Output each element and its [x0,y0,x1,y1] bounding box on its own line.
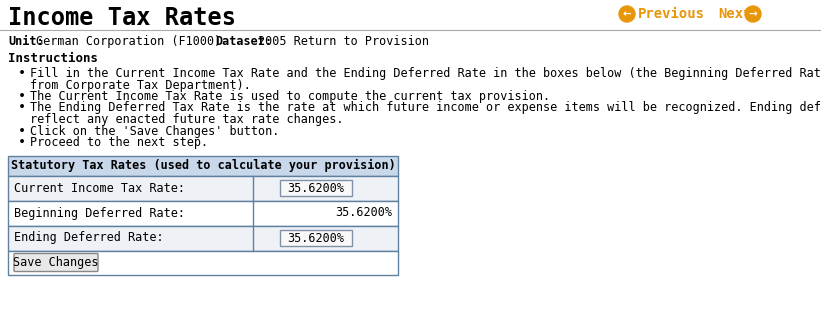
Text: The Current Income Tax Rate is used to compute the current tax provision.: The Current Income Tax Rate is used to c… [30,90,550,103]
FancyBboxPatch shape [279,230,351,246]
Text: Save Changes: Save Changes [13,256,99,269]
Text: •: • [18,136,26,149]
Text: Click on the 'Save Changes' button.: Click on the 'Save Changes' button. [30,124,279,137]
Text: The Ending Deferred Tax Rate is the rate at which future income or expense items: The Ending Deferred Tax Rate is the rate… [30,102,821,115]
FancyBboxPatch shape [8,251,398,274]
Text: Previous: Previous [638,7,705,21]
Text: 35.6200%: 35.6200% [335,207,392,219]
FancyBboxPatch shape [8,156,398,175]
Text: Statutory Tax Rates (used to calculate your provision): Statutory Tax Rates (used to calculate y… [11,159,396,172]
Text: •: • [18,102,26,115]
Text: Next: Next [718,7,751,21]
FancyBboxPatch shape [279,180,351,196]
FancyBboxPatch shape [8,175,398,201]
Text: •: • [18,124,26,137]
Text: Proceed to the next step.: Proceed to the next step. [30,136,209,149]
Text: from Corporate Tax Department).: from Corporate Tax Department). [30,78,251,91]
Text: Fill in the Current Income Tax Rate and the Ending Deferred Rate in the boxes be: Fill in the Current Income Tax Rate and … [30,67,821,80]
Text: Ending Deferred Rate:: Ending Deferred Rate: [14,231,163,245]
Text: 35.6200%: 35.6200% [287,231,344,245]
Text: Instructions: Instructions [8,52,98,65]
FancyBboxPatch shape [14,254,98,271]
Text: Dataset:: Dataset: [215,35,272,48]
FancyBboxPatch shape [8,201,398,225]
Text: ←: ← [622,9,631,19]
Text: •: • [18,67,26,80]
Text: Income Tax Rates: Income Tax Rates [8,6,236,30]
Text: reflect any enacted future tax rate changes.: reflect any enacted future tax rate chan… [30,113,343,126]
Text: Current Income Tax Rate:: Current Income Tax Rate: [14,181,185,195]
FancyBboxPatch shape [8,225,398,251]
Text: •: • [18,90,26,103]
Text: 2005 Return to Provision: 2005 Return to Provision [258,35,429,48]
Text: Unit:: Unit: [8,35,44,48]
Text: Beginning Deferred Rate:: Beginning Deferred Rate: [14,207,185,219]
Text: German Corporation (F1000): German Corporation (F1000) [36,35,221,48]
Circle shape [745,6,761,22]
Circle shape [619,6,635,22]
Text: 35.6200%: 35.6200% [287,181,344,195]
Text: →: → [749,9,758,19]
